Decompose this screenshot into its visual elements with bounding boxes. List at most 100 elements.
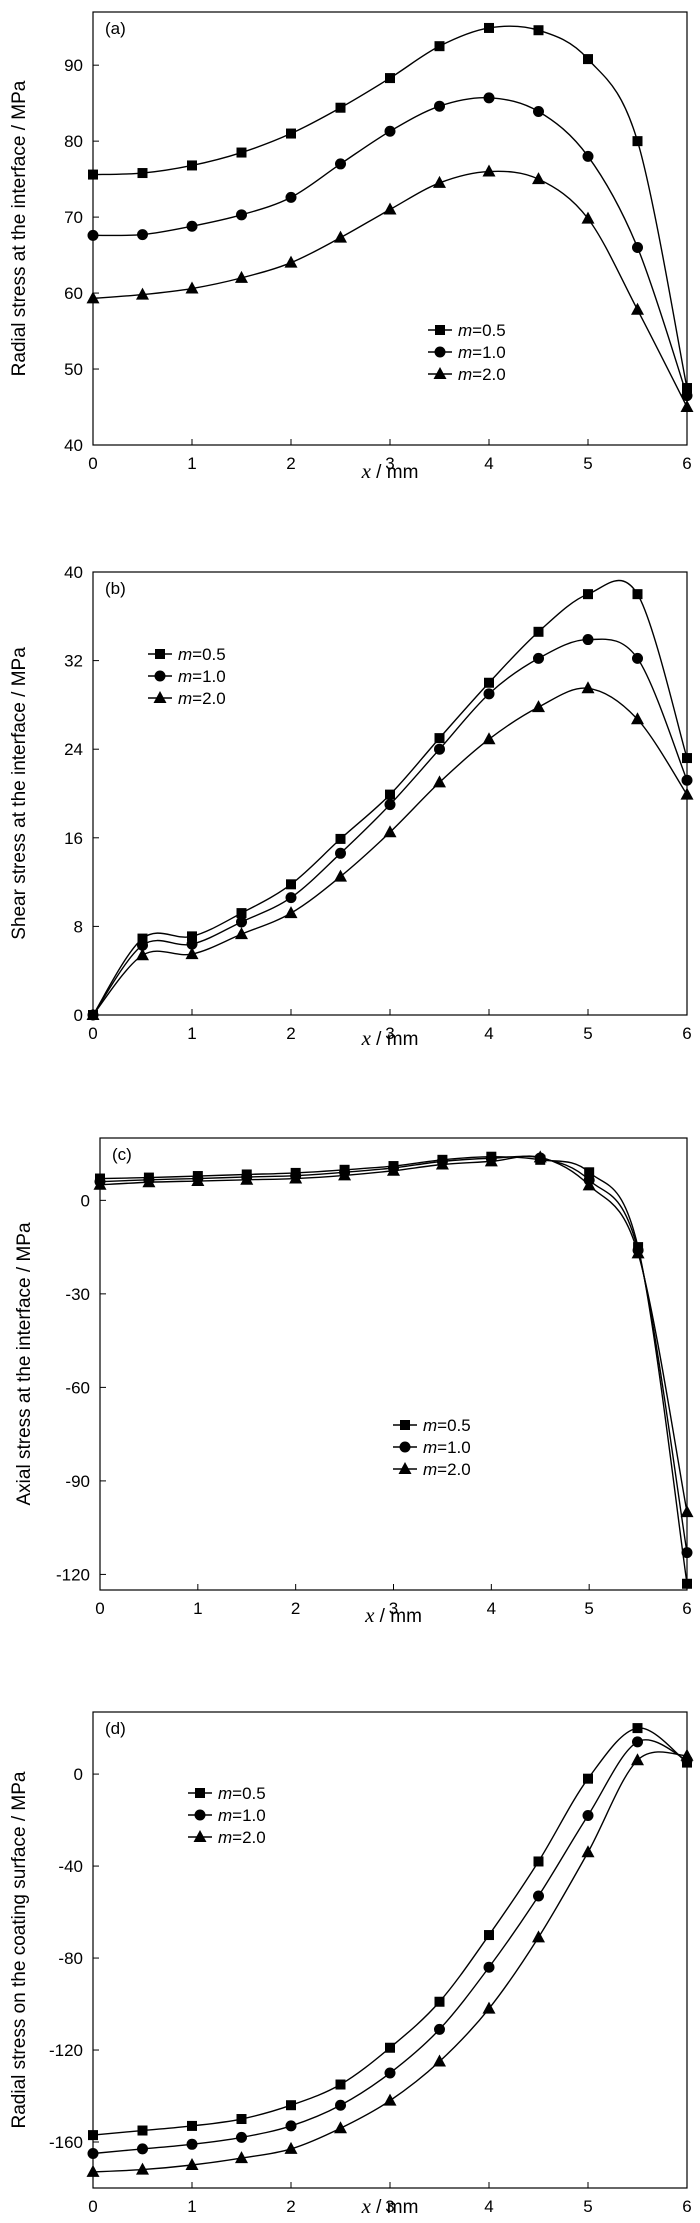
series-line — [100, 1155, 687, 1553]
y-tick-label: 40 — [64, 436, 83, 455]
data-point-circle — [483, 688, 495, 700]
data-point-triangle — [334, 869, 347, 882]
legend-label: m=0.5 — [178, 645, 226, 664]
y-tick-label: 60 — [64, 284, 83, 303]
data-point-square — [236, 147, 247, 158]
data-point-triangle — [334, 2121, 347, 2134]
data-point-circle — [434, 100, 445, 112]
legend: m=0.5m=1.0m=2.0 — [393, 1416, 471, 1479]
x-axis-variable: x — [361, 459, 372, 483]
legend-entry: m=2.0 — [428, 365, 506, 384]
legend-variable: m — [458, 365, 472, 384]
legend-value: =1.0 — [232, 1806, 266, 1825]
legend-marker-circle — [194, 1809, 206, 1821]
data-point-circle — [434, 2023, 445, 2035]
x-tick-label: 3 — [385, 454, 394, 473]
chart-panel-1: (a) 0 1 2 3 4 5 6 40 50 60 70 80 90 Radial stress at t… — [9, 11, 694, 483]
legend-marker-triangle — [153, 691, 167, 703]
data-point-square — [385, 2042, 395, 2053]
legend-value: =2.0 — [472, 365, 506, 384]
data-point-square — [286, 879, 296, 890]
data-point-triangle — [482, 2001, 496, 2014]
data-point-circle — [434, 743, 445, 755]
legend-variable: m — [178, 689, 192, 708]
legend-value: =0.5 — [192, 645, 226, 664]
chart-panel-3: (c) 0 1 2 3 4 5 6 -120 -90 -60 -30 0 Axial stress at … — [14, 1137, 694, 1627]
data-point-triangle — [581, 1845, 595, 1858]
data-point-triangle — [284, 906, 298, 919]
y-tick-label: -80 — [58, 1949, 83, 1968]
data-point-square — [484, 677, 494, 688]
data-point-triangle — [86, 291, 100, 304]
data-point-square — [187, 160, 197, 171]
plot-frame — [92, 1711, 688, 2189]
chart-panel-4: (d) 0 1 2 3 4 5 6 -160 -120 -80 -40 0 Radial stress o… — [9, 1711, 694, 2218]
data-point-square — [335, 102, 346, 113]
data-point-triangle — [484, 1154, 498, 1167]
y-tick-label: 90 — [64, 56, 83, 75]
x-tick-label: 6 — [682, 2197, 691, 2216]
data-point-square — [682, 753, 692, 764]
data-point-square — [484, 1930, 494, 1941]
legend-value: =2.0 — [437, 1460, 471, 1479]
x-tick-label: 3 — [389, 1599, 398, 1618]
data-point-triangle — [191, 1174, 205, 1187]
data-point-circle — [582, 1809, 594, 1821]
legend-entry: m=1.0 — [188, 1806, 266, 1825]
data-point-triangle — [631, 1246, 645, 1259]
legend-label: m=0.5 — [458, 321, 506, 340]
data-point-triangle — [433, 2054, 446, 2067]
y-tick-label: 0 — [74, 1765, 83, 1784]
x-tick-label: 0 — [95, 1599, 104, 1618]
y-tick-label: 80 — [64, 132, 83, 151]
data-point-circle — [632, 1736, 643, 1748]
x-tick-label: 0 — [88, 1024, 97, 1043]
data-point-triangle — [581, 211, 595, 224]
series-line — [93, 25, 687, 389]
y-tick-label: 0 — [74, 1006, 83, 1025]
legend-variable: m — [178, 667, 192, 686]
data-point-triangle — [185, 281, 199, 294]
legend: m=0.5m=1.0m=2.0 — [188, 1784, 266, 1847]
data-point-triangle — [387, 1163, 400, 1176]
data-point-square — [682, 1578, 692, 1589]
data-point-triangle — [338, 1168, 352, 1181]
data-point-square — [385, 789, 395, 800]
legend-entry: m=1.0 — [393, 1438, 471, 1457]
data-point-triangle — [533, 1150, 547, 1163]
data-point-square — [187, 931, 197, 942]
legend-label: m=1.0 — [458, 343, 506, 362]
x-tick-label: 0 — [88, 454, 97, 473]
legend-variable: m — [218, 1828, 232, 1847]
legend-marker-square — [435, 325, 445, 335]
y-tick-label: 70 — [64, 208, 83, 227]
x-tick-label: 4 — [484, 2197, 493, 2216]
data-point-square — [583, 54, 593, 65]
legend-marker-circle — [399, 1441, 411, 1453]
series-circle — [87, 634, 693, 1021]
x-axis-label: x / mm — [364, 1603, 422, 1627]
x-tick-label: 6 — [682, 454, 691, 473]
series-triangle — [86, 164, 694, 413]
legend-label: m=2.0 — [458, 365, 506, 384]
data-point-square — [584, 1167, 595, 1178]
data-point-circle — [681, 774, 693, 786]
data-point-triangle — [284, 255, 298, 268]
x-axis-unit: / mm — [374, 1606, 422, 1627]
x-axis-unit: / mm — [371, 2197, 419, 2218]
data-point-square — [286, 128, 296, 139]
data-point-circle — [186, 938, 198, 950]
legend-value: =0.5 — [232, 1784, 266, 1803]
data-point-triangle — [136, 2162, 149, 2175]
legend-entry: m=2.0 — [148, 689, 226, 708]
data-point-triangle — [142, 1175, 156, 1188]
data-point-circle — [632, 652, 643, 664]
x-tick-label: 4 — [484, 454, 493, 473]
data-point-circle — [582, 150, 594, 162]
x-tick-label: 1 — [187, 454, 196, 473]
legend-label: m=1.0 — [178, 667, 226, 686]
x-tick-label: 6 — [682, 1024, 691, 1043]
legend-variable: m — [458, 343, 472, 362]
panel-label: (c) — [112, 1145, 132, 1164]
data-point-circle — [236, 916, 247, 928]
